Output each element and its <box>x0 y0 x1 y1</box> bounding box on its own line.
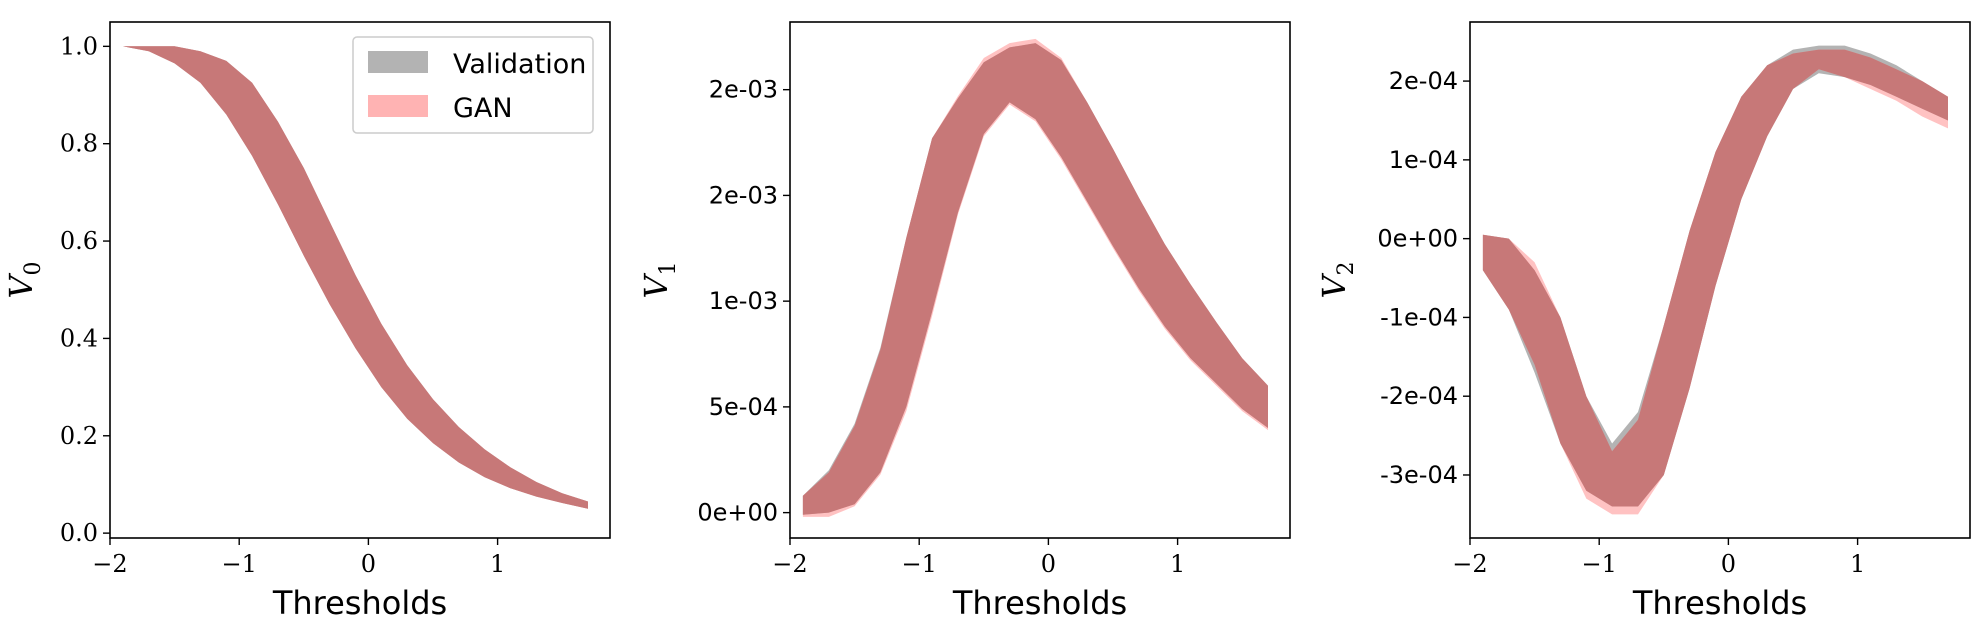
y-tick-label-2-0: -3e-04 <box>1380 461 1458 489</box>
y-tick-label-1-4: 2e-03 <box>709 76 778 104</box>
axes-frame-2 <box>1469 21 1971 539</box>
x-axis-title-1: Thresholds <box>952 584 1127 622</box>
y-tick-label-0-3: 0.6 <box>60 227 98 255</box>
y-tick-label-1-2: 1e-03 <box>709 287 778 315</box>
axes-frame-1 <box>789 21 1291 539</box>
y-tick-label-2-2: -1e-04 <box>1380 303 1458 331</box>
x-tick-label-0-3: 1 <box>490 550 505 578</box>
x-tick-label-1-3: 1 <box>1170 550 1185 578</box>
x-tick-label-2-3: 1 <box>1850 550 1865 578</box>
legend: Validation GAN <box>352 36 594 134</box>
y-tick-label-0-1: 0.2 <box>60 422 98 450</box>
y-axis-title-symbol-0: V <box>2 273 40 299</box>
x-tick-label-1-0: −2 <box>772 550 807 578</box>
band-overlap-1 <box>802 43 1268 515</box>
y-tick-label-2-3: 0e+00 <box>1377 225 1458 253</box>
y-tick-label-2-5: 2e-04 <box>1389 67 1458 95</box>
y-axis-title-subscript-0: 0 <box>21 261 46 275</box>
x-tick-label-1-1: −1 <box>902 550 937 578</box>
y-tick-label-2-4: 1e-04 <box>1389 146 1458 174</box>
legend-swatch-gan <box>368 95 428 117</box>
x-axis-title-0: Thresholds <box>272 584 447 622</box>
legend-swatch-validation <box>368 51 428 73</box>
axes-frame-0 <box>109 21 611 539</box>
band-overlap-2 <box>1482 49 1948 507</box>
x-tick-label-1-2: 0 <box>1041 550 1056 578</box>
x-tick-label-2-1: −1 <box>1582 550 1617 578</box>
y-tick-label-0-5: 1.0 <box>60 32 98 60</box>
y-axis-title-symbol-2: V <box>1315 273 1353 299</box>
x-axis-title-2: Thresholds <box>1632 584 1807 622</box>
y-tick-label-1-0: 0e+00 <box>697 499 778 527</box>
x-tick-label-2-0: −2 <box>1452 550 1487 578</box>
x-tick-label-2-2: 0 <box>1721 550 1736 578</box>
panel-1: −2 −1 0 1 0e+00 5e-04 1e-03 2e-03 2e-03 Threshold… <box>637 21 1291 622</box>
legend-label-validation: Validation <box>453 49 586 80</box>
panel-2: −2 −1 0 1 -3e-04 -2e-04 -1e-04 0e+00 1e-04 2e-04 T… <box>1315 21 1971 622</box>
y-tick-label-0-2: 0.4 <box>60 324 98 352</box>
y-tick-label-0-0: 0.0 <box>60 519 98 547</box>
band-overlap-0 <box>122 46 589 509</box>
y-tick-label-1-1: 5e-04 <box>709 393 778 421</box>
y-axis-title-2: V2 <box>1315 261 1359 298</box>
y-axis-title-subscript-1: 1 <box>656 261 681 275</box>
y-axis-title-0: V0 <box>2 261 46 298</box>
y-axis-title-symbol-1: V <box>637 273 675 299</box>
y-axis-title-subscript-2: 2 <box>1334 261 1359 275</box>
x-tick-label-0-1: −1 <box>222 550 257 578</box>
x-tick-label-0-2: 0 <box>361 550 376 578</box>
x-tick-label-0-0: −2 <box>92 550 127 578</box>
y-tick-label-1-3: 2e-03 <box>709 181 778 209</box>
y-tick-label-0-4: 0.8 <box>60 130 98 158</box>
y-tick-label-2-1: -2e-04 <box>1380 382 1458 410</box>
y-axis-title-1: V1 <box>637 261 681 298</box>
legend-label-gan: GAN <box>453 93 513 124</box>
